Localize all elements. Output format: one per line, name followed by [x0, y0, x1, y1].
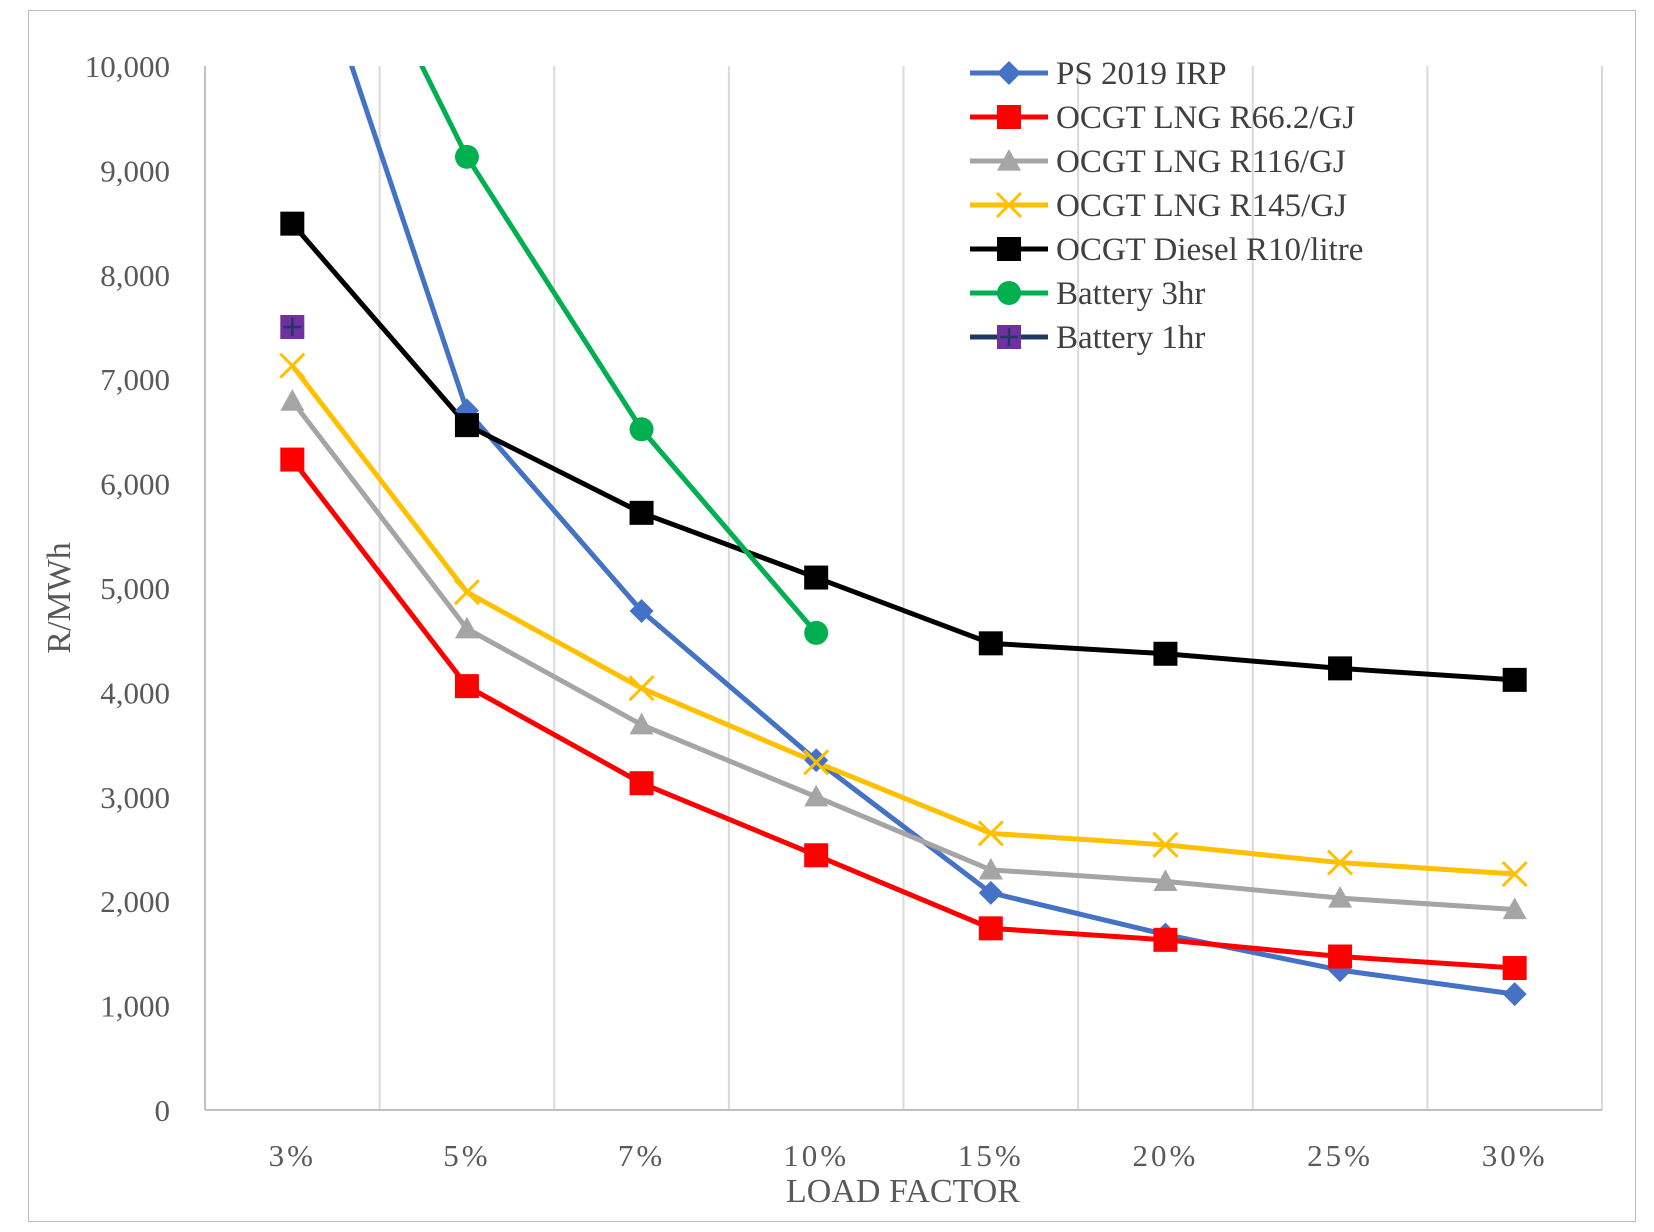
data-point-ocgt-lng-r116-gj [978, 857, 1003, 880]
x-tick-label: 3% [269, 1138, 316, 1173]
data-point-ocgt-lng-r145-gj [1327, 849, 1354, 876]
y-tick-label: 9,000 [100, 153, 170, 188]
legend-swatch-marker [997, 149, 1021, 171]
data-point-ocgt-diesel-r10-litre [454, 413, 479, 438]
y-tick-label: 3,000 [100, 780, 170, 815]
x-tick-label: 10% [783, 1138, 849, 1173]
data-point-ocgt-lng-r66-2-gj [454, 674, 479, 699]
data-point-ocgt-lng-r66-2-gj [1502, 956, 1527, 981]
legend-entry-ocgt-lng-r145-gj: OCGT LNG R145/GJ [970, 188, 1347, 224]
series-line-battery-3hr [419, 66, 819, 635]
legend-entry-ocgt-lng-r66-2-gj: OCGT LNG R66.2/GJ [970, 100, 1355, 136]
data-point-ocgt-lng-r145-gj [1152, 831, 1179, 858]
legend-swatch-marker [997, 237, 1021, 261]
y-tick-label: 2,000 [100, 884, 170, 919]
x-axis-ticks: 3% 5% 7% 10% 15% 20% 25% 30% [269, 1138, 1548, 1173]
legend: PS 2019 IRP OCGT LNG R66.2/GJ OCGT LNG R11… [970, 56, 1363, 356]
legend-label: PS 2019 IRP [1056, 56, 1227, 92]
legend-entry-ocgt-lng-r116-gj: OCGT LNG R116/GJ [970, 144, 1346, 180]
gridlines [378, 66, 1603, 1110]
data-point-ocgt-lng-r145-gj [453, 579, 480, 606]
data-point-ocgt-diesel-r10-litre [1153, 641, 1178, 666]
x-tick-label: 25% [1307, 1138, 1373, 1173]
series-line-ocgt-lng-r116-gj [290, 399, 1515, 913]
x-tick-label: 20% [1133, 1138, 1199, 1173]
data-point-ocgt-lng-r116-gj [454, 616, 479, 639]
x-tick-label: 7% [618, 1138, 665, 1173]
data-point-ocgt-lng-r66-2-gj [1153, 927, 1178, 952]
data-point-ocgt-diesel-r10-litre [978, 631, 1003, 656]
data-point-ocgt-lng-r145-gj [977, 820, 1004, 847]
y-axis-ticks: 0 1,000 2,000 3,000 4,000 5,000 6,000 7,000 8,00… [85, 49, 170, 1128]
data-point-ocgt-diesel-r10-litre [280, 211, 305, 236]
x-tick-label: 30% [1482, 1138, 1548, 1173]
data-point-ocgt-lng-r145-gj [628, 675, 655, 702]
data-point-ps-2019-irp [1502, 982, 1527, 1007]
y-tick-label: 6,000 [100, 467, 170, 502]
legend-label: OCGT LNG R145/GJ [1056, 188, 1347, 224]
series-line-ps-2019-irp [349, 66, 1516, 997]
data-point-ps-2019-irp [629, 598, 654, 623]
data-point-battery-3hr [804, 620, 829, 645]
data-point-battery-3hr [454, 144, 479, 169]
x-tick-label: 15% [958, 1138, 1024, 1173]
data-point-ocgt-lng-r66-2-gj [1328, 944, 1353, 969]
legend-entry-ps-2019-irp: PS 2019 IRP [970, 56, 1227, 92]
data-point-ocgt-lng-r145-gj [803, 749, 830, 776]
y-tick-label: 10,000 [85, 49, 170, 84]
series-line-ocgt-lng-r145-gj [290, 364, 1515, 877]
legend-label: Battery 3hr [1056, 276, 1205, 312]
data-point-battery-1hr [280, 315, 305, 339]
legend-entry-battery-1hr: Battery 1hr [970, 320, 1205, 356]
x-tick-label: 5% [443, 1138, 490, 1173]
data-point-ocgt-lng-r116-gj [280, 389, 305, 411]
legend-label: OCGT LNG R116/GJ [1056, 144, 1346, 180]
data-point-ocgt-diesel-r10-litre [629, 500, 654, 525]
legend-entry-battery-3hr: Battery 3hr [970, 276, 1205, 312]
data-point-ocgt-lng-r66-2-gj [804, 843, 829, 868]
y-tick-label: 7,000 [100, 362, 170, 397]
legend-label: OCGT Diesel R10/litre [1056, 232, 1363, 268]
data-point-ocgt-lng-r116-gj [1153, 869, 1178, 891]
legend-label: OCGT LNG R66.2/GJ [1056, 100, 1355, 136]
data-point-ocgt-lng-r66-2-gj [978, 916, 1003, 941]
legend-swatch-marker [997, 325, 1021, 349]
y-tick-label: 0 [155, 1093, 171, 1128]
y-axis-title: R/MWh [41, 542, 78, 653]
data-point-battery-3hr [629, 417, 654, 442]
series-line-ocgt-lng-r66-2-gj [290, 458, 1515, 971]
data-point-ocgt-lng-r116-gj [1502, 897, 1527, 920]
data-point-ocgt-lng-r145-gj [279, 352, 306, 379]
data-point-ocgt-diesel-r10-litre [804, 565, 829, 590]
series-line-ocgt-diesel-r10-litre [290, 222, 1515, 683]
y-tick-label: 1,000 [100, 989, 170, 1024]
data-point-ocgt-diesel-r10-litre [1502, 667, 1527, 692]
series-lines [290, 66, 1516, 997]
legend-swatch-marker [997, 105, 1021, 129]
legend-swatch-marker [995, 191, 1023, 219]
y-tick-label: 4,000 [100, 675, 170, 710]
axes [204, 66, 1602, 1111]
legend-swatch-marker [997, 61, 1021, 85]
data-point-ocgt-lng-r116-gj [804, 784, 829, 807]
data-point-ocgt-lng-r116-gj [629, 712, 654, 735]
data-point-ocgt-diesel-r10-litre [1328, 656, 1353, 681]
y-tick-label: 8,000 [100, 258, 170, 293]
series-markers [279, 144, 1528, 1007]
data-point-ocgt-lng-r66-2-gj [629, 771, 654, 796]
data-point-ocgt-lng-r145-gj [1501, 860, 1528, 888]
legend-entry-ocgt-diesel-r10-litre: OCGT Diesel R10/litre [970, 232, 1363, 268]
legend-swatch-marker [997, 281, 1021, 305]
data-point-ocgt-lng-r116-gj [1328, 886, 1353, 908]
data-point-ocgt-lng-r66-2-gj [280, 447, 305, 472]
y-tick-label: 5,000 [100, 571, 170, 606]
legend-label: Battery 1hr [1056, 320, 1205, 356]
data-point-ps-2019-irp [978, 880, 1003, 905]
x-axis-title: LOAD FACTOR [786, 1173, 1020, 1210]
chart-frame [28, 10, 1636, 1222]
